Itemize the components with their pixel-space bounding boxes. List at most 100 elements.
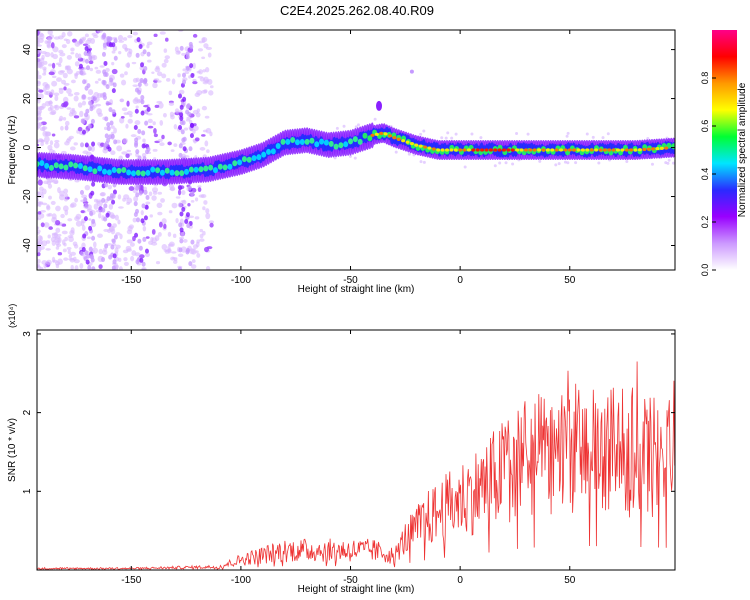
- noise-speck: [74, 61, 80, 67]
- noise-column-speck: [105, 84, 110, 90]
- noise-speck: [74, 72, 79, 77]
- noise-speck: [175, 196, 181, 199]
- noise-speck: [62, 248, 67, 253]
- noise-speck: [73, 142, 78, 146]
- ridge-peak: [664, 146, 669, 150]
- noise-speck: [66, 107, 72, 110]
- x-tick-label: -50: [343, 575, 358, 586]
- noise-speck: [156, 202, 163, 209]
- ridge-cell: [217, 163, 223, 170]
- noise-column-speck: [178, 152, 183, 158]
- colorbar-gradient: [712, 30, 737, 270]
- noise-speck: [61, 230, 68, 235]
- noise-speck: [94, 80, 99, 84]
- ridge-cell: [164, 167, 170, 174]
- noise-speck: [141, 267, 146, 270]
- ridge-cell: [111, 167, 117, 174]
- noise-speck: [119, 73, 125, 78]
- noise-column-speck: [184, 218, 189, 224]
- noise-speck: [145, 236, 150, 239]
- noise-column-speck: [178, 124, 183, 130]
- noise-column-speck: [178, 222, 183, 228]
- noise-speck: [110, 125, 115, 129]
- noise-speck: [122, 249, 129, 254]
- noise-column-speck: [138, 190, 143, 196]
- noise-column-speck: [103, 216, 108, 222]
- ridge-cell: [116, 167, 122, 174]
- snr-xlabel: Height of straight line (km): [298, 584, 415, 595]
- noise-speck: [353, 156, 357, 160]
- noise-speck: [205, 127, 212, 134]
- noise-speck: [169, 186, 176, 192]
- noise-speck: [146, 113, 153, 116]
- ridge-peak: [633, 148, 638, 152]
- noise-column-speck: [89, 253, 94, 259]
- noise-speck: [148, 240, 154, 245]
- noise-speck: [66, 68, 73, 75]
- snr-series-line: [37, 361, 675, 570]
- ridge-peak: [558, 148, 563, 152]
- noise-speck: [199, 238, 205, 242]
- noise-speck: [117, 194, 122, 200]
- noise-column-speck: [140, 95, 145, 101]
- ridge-peak: [629, 148, 634, 152]
- noise-column-speck: [106, 126, 111, 132]
- noise-speck: [195, 241, 200, 248]
- noise-column-speck: [80, 118, 85, 124]
- noise-column-speck: [101, 197, 106, 203]
- ridge-peak: [594, 148, 599, 152]
- noise-column-speck: [185, 247, 190, 253]
- noise-speck: [196, 253, 201, 258]
- noise-speck: [463, 165, 467, 169]
- noise-speck: [574, 161, 578, 165]
- noise-speck: [95, 103, 102, 107]
- noise-speck: [177, 73, 181, 78]
- noise-speck: [407, 152, 411, 156]
- noise-speck: [110, 150, 116, 156]
- noise-speck: [159, 142, 165, 147]
- noise-column-speck: [140, 99, 145, 105]
- noise-column-speck: [106, 36, 111, 42]
- ridge-peak: [423, 145, 428, 149]
- noise-speck: [196, 90, 203, 96]
- noise-column-speck: [84, 46, 89, 52]
- noise-speck: [354, 125, 358, 129]
- noise-speck: [69, 146, 76, 151]
- ridge-cell: [106, 169, 112, 176]
- noise-column-speck: [105, 100, 110, 106]
- noise-column-speck: [90, 190, 95, 196]
- noise-speck: [46, 259, 52, 265]
- noise-speck: [45, 90, 52, 96]
- noise-column-speck: [109, 120, 114, 126]
- noise-column-speck: [102, 32, 107, 38]
- noise-speck: [47, 144, 53, 151]
- noise-column-speck: [91, 181, 96, 187]
- ridge-cell: [222, 164, 228, 171]
- x-tick-label: 0: [457, 275, 463, 286]
- noise-speck: [201, 134, 206, 137]
- y-tick-label: 20: [22, 93, 33, 105]
- noise-column-speck: [111, 238, 116, 244]
- noise-speck: [126, 239, 133, 244]
- noise-speck: [56, 77, 62, 82]
- ridge-peak: [659, 146, 664, 150]
- ridge-peak: [462, 148, 467, 152]
- noise-column-speck: [179, 211, 184, 217]
- noise-speck: [63, 188, 69, 194]
- noise-speck: [566, 131, 570, 135]
- noise-speck: [58, 87, 64, 91]
- colorbar-tick-label: 0.0: [700, 264, 710, 277]
- noise-column-speck: [181, 206, 186, 212]
- noise-speck: [37, 74, 42, 80]
- noise-speck: [64, 198, 68, 202]
- noise-speck: [71, 107, 75, 112]
- noise-speck: [124, 48, 131, 51]
- noise-speck: [56, 62, 62, 66]
- ridge-cell: [130, 170, 136, 177]
- noise-speck: [204, 140, 209, 147]
- noise-speck: [373, 117, 377, 121]
- noise-speck: [81, 100, 87, 106]
- noise-speck: [37, 139, 40, 143]
- noise-speck: [93, 198, 99, 203]
